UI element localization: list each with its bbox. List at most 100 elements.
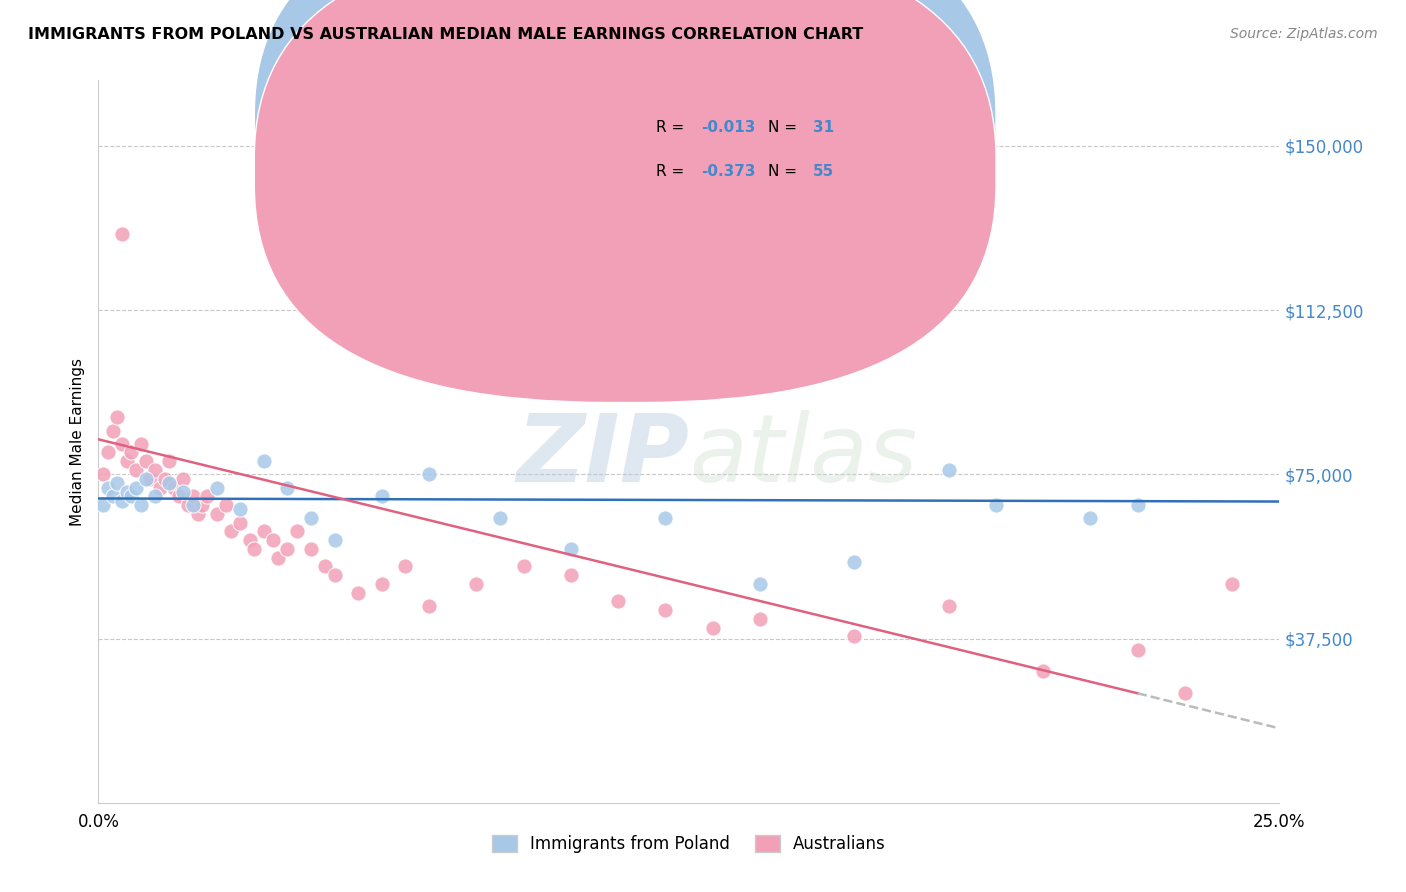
- Point: [748, 612, 770, 626]
- Point: [143, 489, 166, 503]
- Point: [253, 454, 276, 468]
- Point: [394, 559, 416, 574]
- Point: [285, 524, 308, 539]
- Point: [229, 516, 252, 530]
- Point: [418, 467, 440, 482]
- Point: [654, 603, 676, 617]
- Point: [187, 507, 209, 521]
- Point: [938, 463, 960, 477]
- Point: [418, 599, 440, 613]
- Text: N =: N =: [768, 164, 801, 178]
- Point: [267, 550, 290, 565]
- Point: [1080, 511, 1102, 525]
- Point: [205, 507, 228, 521]
- Text: 31: 31: [813, 120, 834, 136]
- Point: [702, 621, 724, 635]
- Point: [195, 489, 218, 503]
- Point: [129, 436, 152, 450]
- Point: [172, 472, 194, 486]
- Text: atlas: atlas: [689, 410, 917, 501]
- Point: [607, 594, 630, 608]
- Point: [167, 489, 190, 503]
- Text: 55: 55: [813, 164, 834, 178]
- Point: [347, 585, 370, 599]
- Point: [262, 533, 284, 547]
- Point: [177, 498, 200, 512]
- Point: [105, 476, 128, 491]
- Point: [1174, 686, 1197, 700]
- Point: [191, 498, 214, 512]
- Point: [181, 489, 204, 503]
- Point: [465, 577, 488, 591]
- Text: -0.373: -0.373: [700, 164, 755, 178]
- Point: [299, 541, 322, 556]
- Point: [560, 568, 582, 582]
- Text: ZIP: ZIP: [516, 410, 689, 502]
- Point: [299, 511, 322, 525]
- Point: [101, 489, 124, 503]
- Point: [97, 481, 120, 495]
- Point: [323, 568, 346, 582]
- Point: [276, 541, 298, 556]
- Point: [844, 629, 866, 643]
- Point: [111, 227, 134, 241]
- Point: [181, 498, 204, 512]
- Point: [371, 489, 394, 503]
- Text: R =: R =: [655, 164, 689, 178]
- Point: [157, 454, 180, 468]
- Point: [97, 445, 120, 459]
- Point: [121, 445, 143, 459]
- Point: [125, 481, 148, 495]
- Point: [243, 541, 266, 556]
- Text: R =: R =: [655, 120, 689, 136]
- Point: [143, 463, 166, 477]
- FancyBboxPatch shape: [254, 0, 995, 402]
- Point: [115, 454, 138, 468]
- Point: [115, 484, 138, 499]
- Point: [560, 541, 582, 556]
- Point: [1126, 498, 1149, 512]
- Text: Source: ZipAtlas.com: Source: ZipAtlas.com: [1230, 27, 1378, 41]
- Y-axis label: Median Male Earnings: Median Male Earnings: [69, 358, 84, 525]
- Point: [253, 524, 276, 539]
- Point: [1032, 665, 1054, 679]
- Point: [101, 424, 124, 438]
- Point: [105, 410, 128, 425]
- Point: [163, 481, 186, 495]
- Point: [512, 559, 534, 574]
- Point: [157, 476, 180, 491]
- Text: IMMIGRANTS FROM POLAND VS AUSTRALIAN MEDIAN MALE EARNINGS CORRELATION CHART: IMMIGRANTS FROM POLAND VS AUSTRALIAN MED…: [28, 27, 863, 42]
- Point: [1126, 642, 1149, 657]
- Point: [172, 484, 194, 499]
- Text: N =: N =: [768, 120, 801, 136]
- Point: [314, 559, 336, 574]
- Point: [239, 533, 262, 547]
- Point: [205, 481, 228, 495]
- Point: [748, 577, 770, 591]
- Point: [219, 524, 242, 539]
- Point: [139, 472, 162, 486]
- Point: [371, 577, 394, 591]
- Point: [323, 533, 346, 547]
- Point: [1220, 577, 1243, 591]
- Point: [229, 502, 252, 516]
- Point: [149, 481, 172, 495]
- Point: [153, 472, 176, 486]
- Point: [111, 436, 134, 450]
- Point: [489, 511, 512, 525]
- Point: [938, 599, 960, 613]
- Point: [844, 555, 866, 569]
- Point: [654, 511, 676, 525]
- Legend: Immigrants from Poland, Australians: Immigrants from Poland, Australians: [485, 828, 893, 860]
- Point: [125, 463, 148, 477]
- Point: [984, 498, 1007, 512]
- Point: [135, 472, 157, 486]
- Point: [111, 493, 134, 508]
- FancyBboxPatch shape: [254, 0, 995, 359]
- Point: [135, 454, 157, 468]
- Point: [91, 498, 114, 512]
- Point: [129, 498, 152, 512]
- FancyBboxPatch shape: [582, 95, 866, 196]
- Point: [276, 481, 298, 495]
- Point: [121, 489, 143, 503]
